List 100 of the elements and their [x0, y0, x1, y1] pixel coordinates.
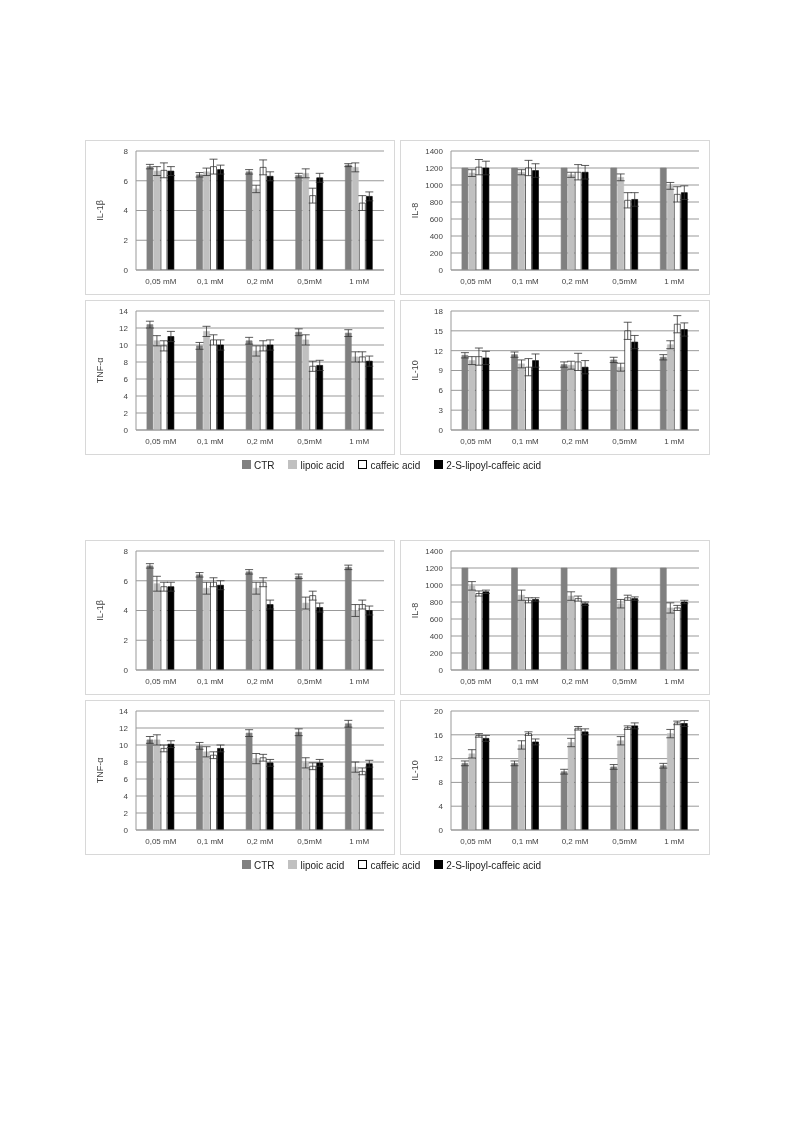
- y-tick-label: 6: [123, 774, 129, 784]
- legend-label: lipoic acid: [299, 860, 345, 871]
- legend-label: 2-S-lipoyl-caffeic acid: [445, 460, 542, 471]
- y-tick-label: 600: [429, 614, 444, 624]
- x-tick-label: 0,2 mM: [246, 276, 274, 286]
- y-tick-label: 1200: [425, 563, 444, 573]
- y-axis-title: IL-10: [410, 760, 421, 781]
- x-tick-label: 0,5mM: [612, 836, 638, 846]
- legend-label: CTR: [252, 860, 275, 871]
- x-tick-label: 0,1 mM: [512, 276, 540, 286]
- y-tick-label: 12: [434, 346, 444, 356]
- x-tick-label: 0,2 mM: [561, 676, 589, 686]
- y-tick-label: 600: [429, 214, 444, 224]
- y-tick-label: 400: [429, 231, 444, 241]
- y-tick-label: 6: [438, 386, 444, 396]
- y-tick-label: 8: [123, 546, 129, 556]
- y-tick-label: 9: [438, 366, 444, 376]
- legend-label: lipoic acid: [299, 460, 345, 471]
- x-tick-label: 0,5mM: [612, 436, 638, 446]
- x-tick-label: 1 mM: [664, 276, 685, 286]
- y-tick-label: 1400: [425, 546, 444, 556]
- x-tick-label: 0,2 mM: [246, 676, 274, 686]
- y-tick-label: 4: [123, 791, 129, 801]
- y-tick-label: 8: [123, 757, 129, 767]
- y-tick-label: 0: [438, 825, 444, 835]
- y-tick-label: 4: [123, 606, 129, 616]
- x-tick-label: 0,05 mM: [145, 276, 177, 286]
- x-tick-label: 0,05 mM: [460, 436, 492, 446]
- x-tick-label: 0,1 mM: [512, 436, 540, 446]
- y-tick-label: 10: [119, 340, 129, 350]
- x-tick-label: 0,05 mM: [145, 676, 177, 686]
- y-tick-label: 2: [123, 808, 129, 818]
- y-tick-label: 200: [429, 648, 444, 658]
- x-tick-label: 0,1 mM: [197, 436, 225, 446]
- x-tick-label: 0,05 mM: [460, 676, 492, 686]
- x-tick-label: 0,2 mM: [561, 836, 589, 846]
- legend-label: caffeic acid: [369, 460, 421, 471]
- x-tick-label: 0,05 mM: [145, 436, 177, 446]
- y-axis-title: TNF-α: [95, 757, 106, 784]
- y-tick-label: 12: [119, 323, 129, 333]
- y-tick-label: 2: [123, 408, 129, 418]
- x-tick-label: 0,2 mM: [246, 836, 274, 846]
- x-tick-label: 1 mM: [349, 276, 370, 286]
- y-tick-label: 0: [438, 265, 444, 275]
- y-axis-title: IL-1β: [95, 200, 106, 221]
- x-tick-label: 0,05 mM: [460, 836, 492, 846]
- x-tick-label: 0,5mM: [297, 676, 323, 686]
- y-tick-label: 2: [123, 636, 129, 646]
- y-tick-label: 20: [434, 706, 444, 716]
- x-tick-label: 0,05 mM: [460, 276, 492, 286]
- x-tick-label: 0,5mM: [297, 436, 323, 446]
- y-tick-label: 16: [434, 730, 444, 740]
- y-tick-label: 18: [434, 306, 444, 316]
- y-tick-label: 12: [434, 754, 444, 764]
- y-axis-title: IL-8: [410, 202, 421, 219]
- x-tick-label: 0,5mM: [297, 836, 323, 846]
- y-axis-title: TNF-α: [95, 357, 106, 384]
- y-tick-label: 800: [429, 597, 444, 607]
- y-tick-label: 0: [438, 425, 444, 435]
- x-tick-label: 0,1 mM: [512, 836, 540, 846]
- x-tick-label: 0,2 mM: [246, 436, 274, 446]
- x-tick-label: 0,1 mM: [512, 676, 540, 686]
- x-tick-label: 1 mM: [664, 676, 685, 686]
- x-tick-label: 1 mM: [664, 436, 685, 446]
- y-tick-label: 10: [119, 740, 129, 750]
- x-tick-label: 0,2 mM: [561, 276, 589, 286]
- y-tick-label: 6: [123, 176, 129, 186]
- x-tick-label: 1 mM: [349, 436, 370, 446]
- x-tick-label: 0,5mM: [612, 276, 638, 286]
- y-tick-label: 1000: [425, 580, 444, 590]
- x-tick-label: 1 mM: [664, 836, 685, 846]
- y-tick-label: 14: [119, 306, 129, 316]
- y-tick-label: 1400: [425, 146, 444, 156]
- x-tick-label: 0,1 mM: [197, 836, 225, 846]
- x-tick-label: 1 mM: [349, 676, 370, 686]
- x-tick-label: 0,5mM: [297, 276, 323, 286]
- y-tick-label: 0: [123, 265, 129, 275]
- y-tick-label: 6: [123, 374, 129, 384]
- y-tick-label: 8: [123, 357, 129, 367]
- y-axis-title: IL-1β: [95, 600, 106, 621]
- x-tick-label: 1 mM: [349, 836, 370, 846]
- x-tick-label: 0,1 mM: [197, 676, 225, 686]
- legend-label: caffeic acid: [369, 860, 421, 871]
- y-axis-title: IL-8: [410, 602, 421, 619]
- x-tick-label: 0,5mM: [612, 676, 638, 686]
- x-tick-label: 0,2 mM: [561, 436, 589, 446]
- y-axis-title: IL-10: [410, 360, 421, 381]
- y-tick-label: 0: [123, 825, 129, 835]
- y-tick-label: 4: [438, 802, 444, 812]
- y-tick-label: 14: [119, 706, 129, 716]
- y-tick-label: 4: [123, 391, 129, 401]
- y-tick-label: 8: [438, 778, 444, 788]
- y-tick-label: 8: [123, 146, 129, 156]
- y-tick-label: 800: [429, 197, 444, 207]
- y-tick-label: 6: [123, 576, 129, 586]
- y-tick-label: 15: [434, 326, 444, 336]
- x-tick-label: 0,05 mM: [145, 836, 177, 846]
- legend-label: CTR: [252, 460, 275, 471]
- x-tick-label: 0,1 mM: [197, 276, 225, 286]
- y-tick-label: 0: [438, 665, 444, 675]
